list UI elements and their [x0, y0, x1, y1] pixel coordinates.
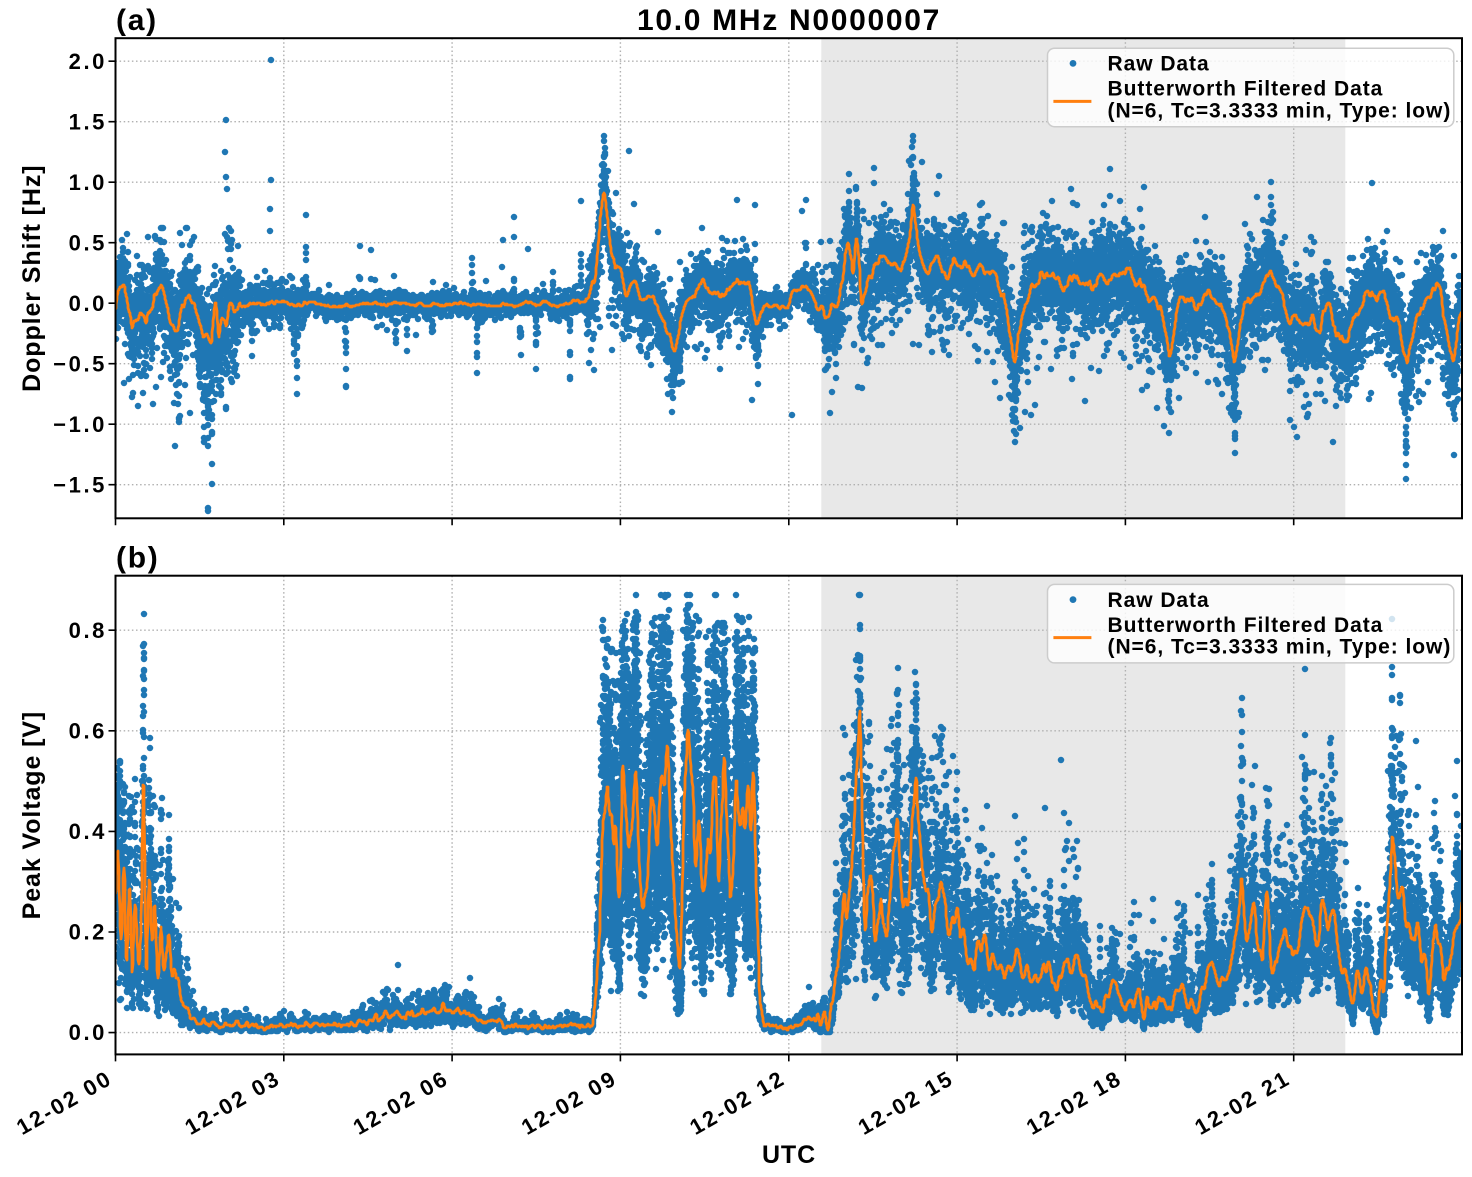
- svg-text:Raw Data: Raw Data: [1108, 589, 1210, 612]
- svg-text:(a): (a): [116, 4, 158, 37]
- svg-text:Peak Voltage [V]: Peak Voltage [V]: [18, 711, 46, 919]
- svg-text:(N=6, Tc=3.3333 min, Type: low: (N=6, Tc=3.3333 min, Type: low): [1108, 636, 1452, 659]
- svg-text:Raw Data: Raw Data: [1108, 53, 1210, 76]
- svg-text:0.8: 0.8: [69, 618, 107, 643]
- svg-text:Doppler Shift [Hz]: Doppler Shift [Hz]: [18, 165, 46, 392]
- svg-text:2.0: 2.0: [69, 49, 107, 74]
- svg-text:Butterworth Filtered Data: Butterworth Filtered Data: [1108, 78, 1384, 101]
- svg-text:0.4: 0.4: [69, 819, 107, 844]
- svg-text:Butterworth Filtered Data: Butterworth Filtered Data: [1108, 614, 1384, 637]
- svg-text:(b): (b): [116, 542, 159, 575]
- svg-text:−0.5: −0.5: [53, 351, 107, 376]
- svg-text:(N=6, Tc=3.3333 min, Type: low: (N=6, Tc=3.3333 min, Type: low): [1108, 100, 1452, 123]
- svg-text:0.2: 0.2: [69, 920, 107, 945]
- svg-text:0.5: 0.5: [69, 230, 107, 255]
- svg-text:0.0: 0.0: [69, 1020, 107, 1045]
- svg-text:UTC: UTC: [762, 1141, 816, 1169]
- svg-text:10.0 MHz N0000007: 10.0 MHz N0000007: [637, 4, 941, 37]
- svg-text:1.5: 1.5: [69, 109, 107, 134]
- svg-text:1.0: 1.0: [69, 170, 107, 195]
- svg-text:−1.5: −1.5: [53, 472, 107, 497]
- svg-text:−1.0: −1.0: [53, 412, 107, 437]
- svg-text:0.6: 0.6: [69, 718, 107, 743]
- svg-text:0.0: 0.0: [69, 291, 107, 316]
